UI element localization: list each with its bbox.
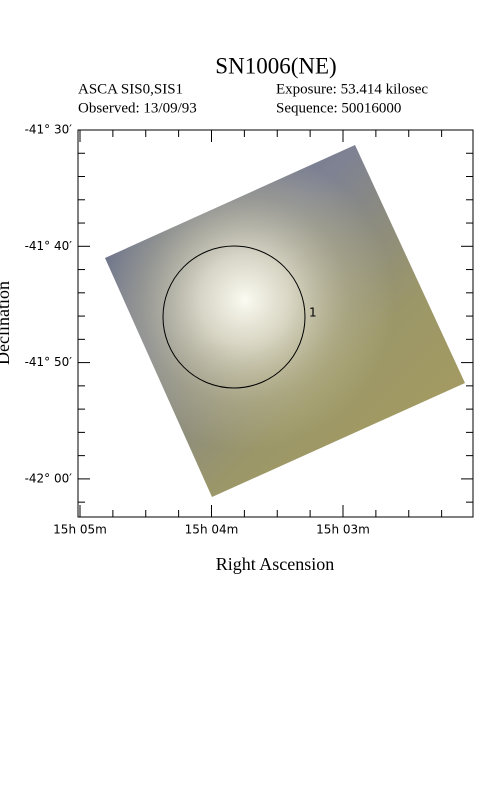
- x-tick-label: 15h 05m: [53, 523, 107, 537]
- sequence: Sequence: 50016000: [276, 100, 401, 116]
- y-tick-label: -42° 00′: [25, 471, 73, 485]
- x-tick-label: 15h 03m: [316, 523, 370, 537]
- instrument: ASCA SIS0,SIS1: [78, 81, 183, 97]
- title: SN1006(NE): [215, 53, 336, 78]
- y-tick-label: -41° 40′: [25, 239, 73, 253]
- xray-emission: [105, 145, 465, 497]
- x-axis-label: Right Ascension: [216, 554, 335, 574]
- exposure: Exposure: 53.414 kilosec: [276, 81, 428, 97]
- source-region: [162, 245, 306, 389]
- y-tick-label: -41° 30′: [25, 123, 73, 137]
- y-axis-label: Declination: [0, 281, 13, 365]
- plot-frame: [77, 129, 474, 518]
- x-tick-label: 15h 04m: [185, 523, 239, 537]
- y-tick-label: -41° 50′: [25, 355, 73, 369]
- region-label: 1: [309, 306, 317, 320]
- observed: Observed: 13/09/93: [78, 100, 197, 116]
- ticks: 15h 05m 15h 04m 15h 03m -41° 30′ -41° 40′ -41…: [25, 123, 473, 537]
